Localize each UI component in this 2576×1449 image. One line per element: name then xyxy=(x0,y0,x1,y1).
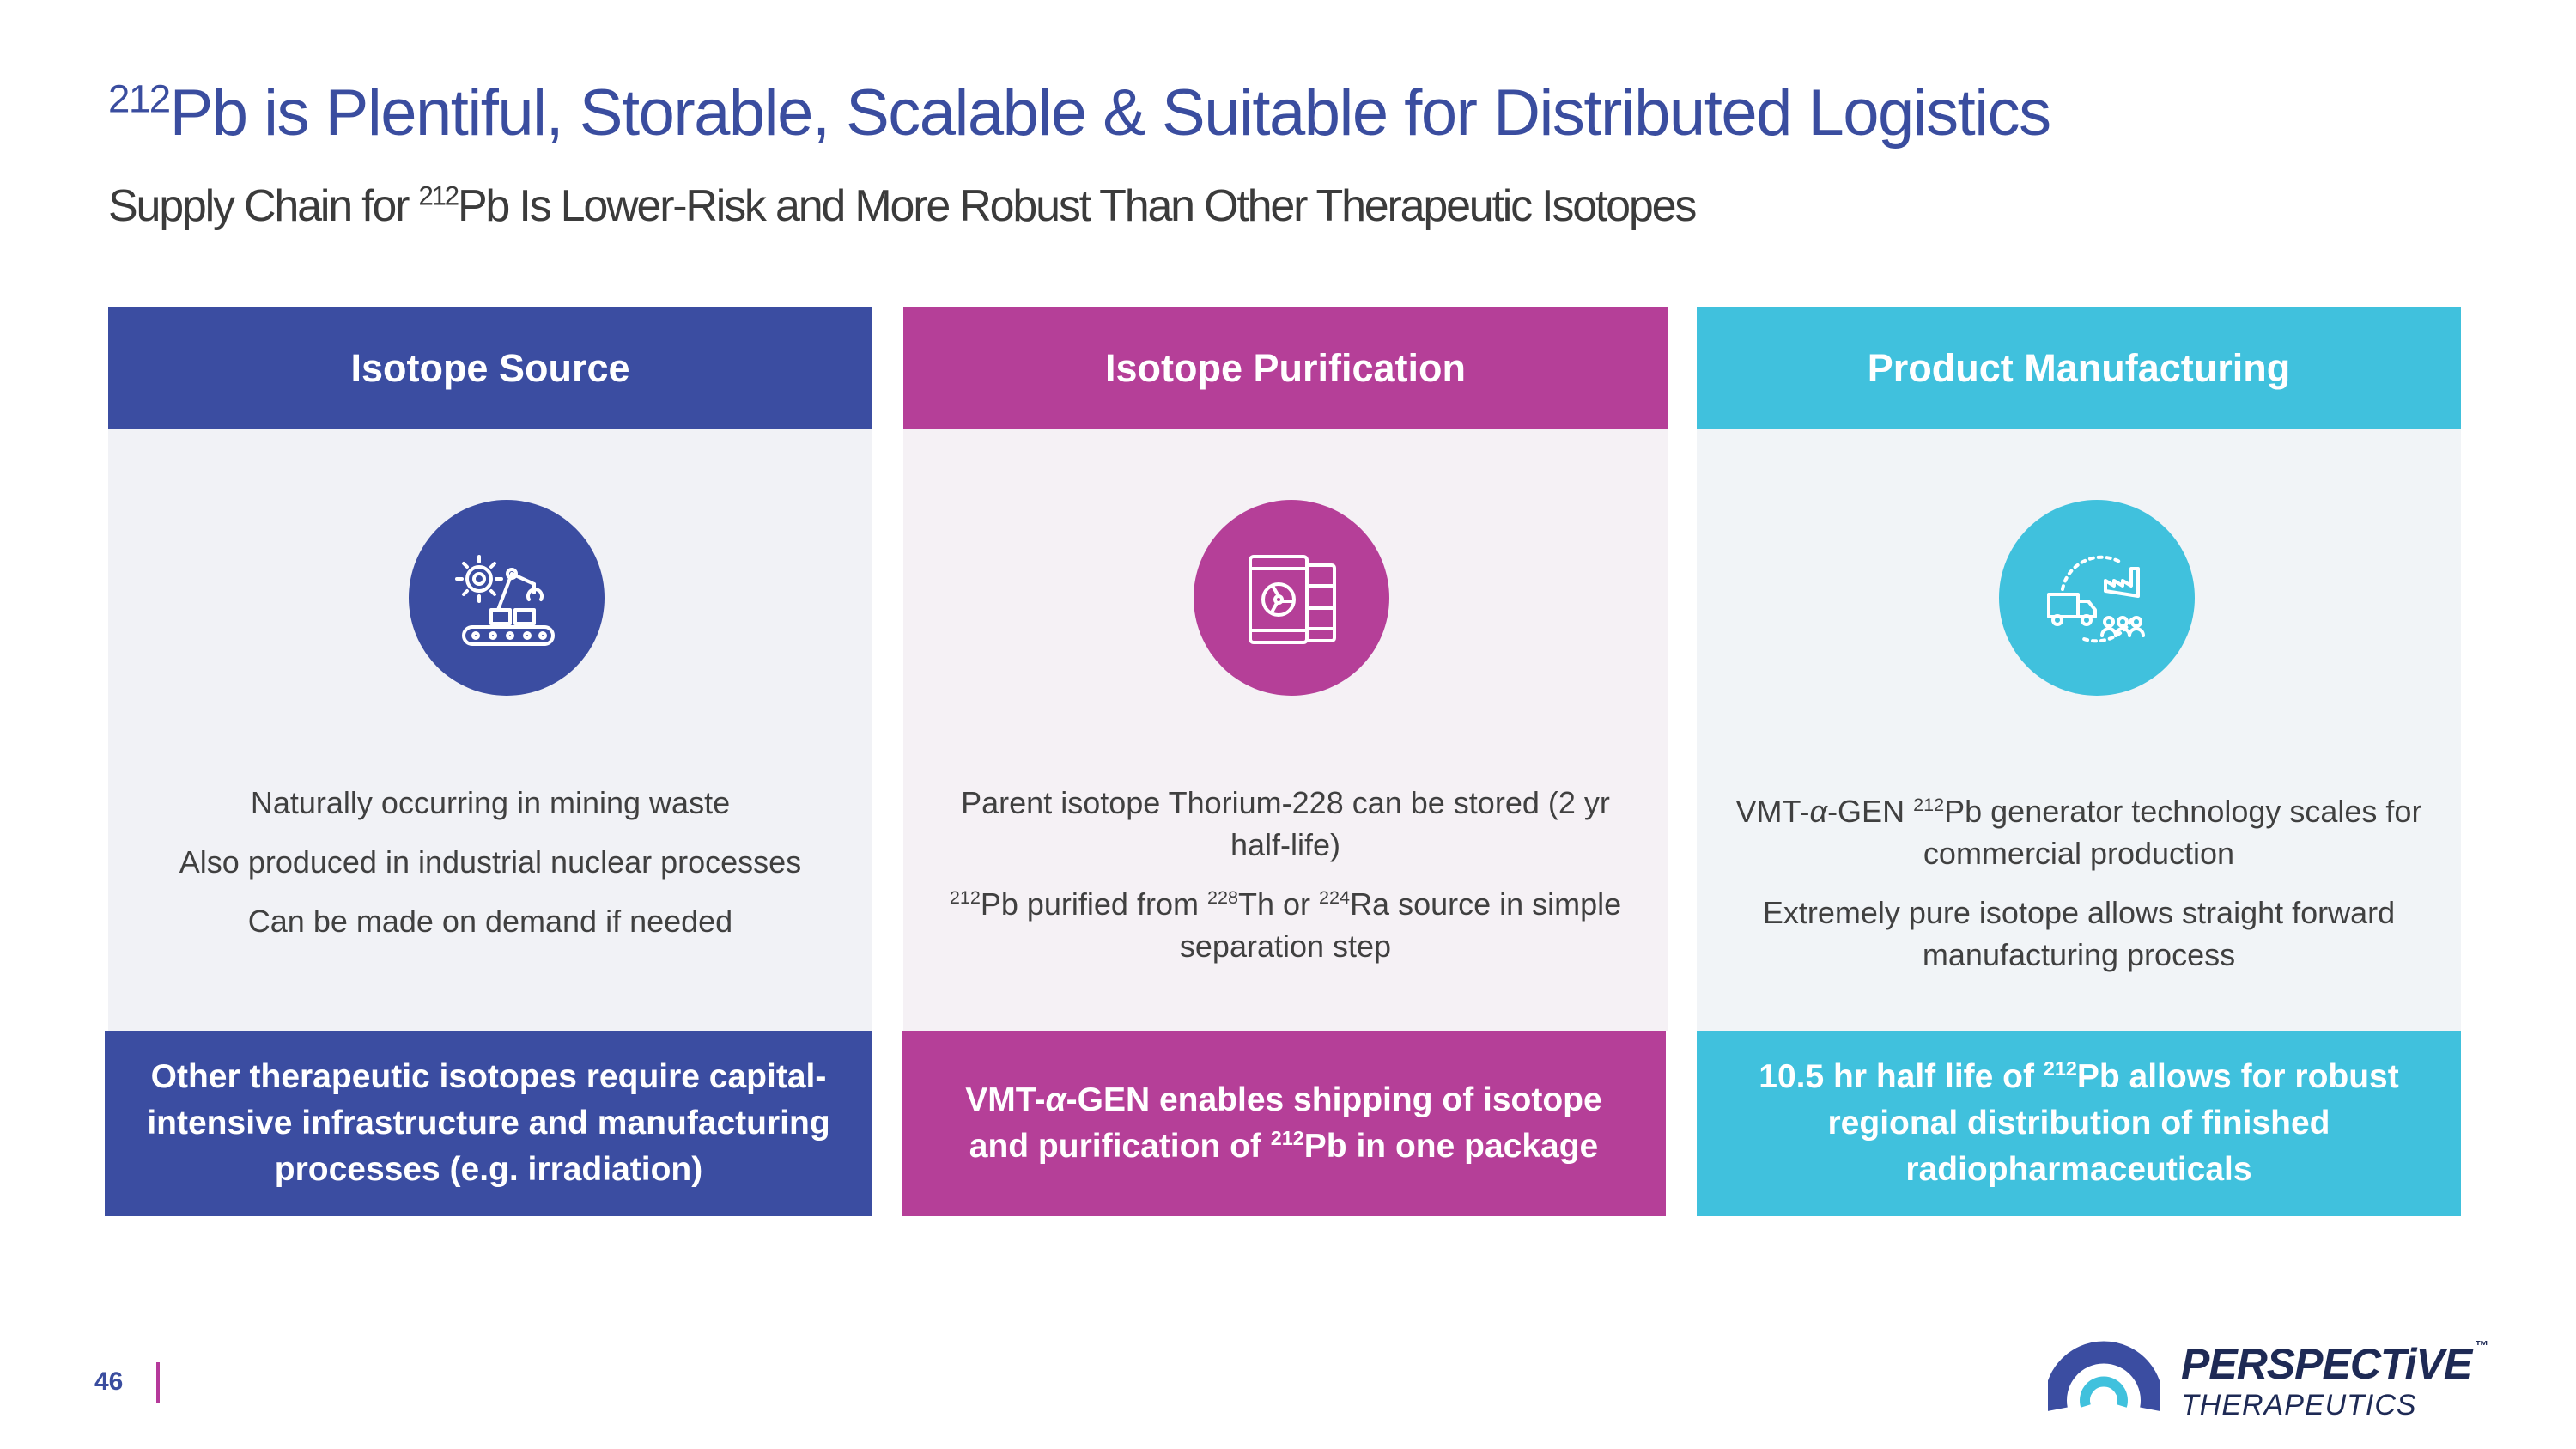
bullet-alpha: α xyxy=(1809,794,1828,829)
factory-truck-distribution-icon xyxy=(1999,500,2195,696)
page-number-divider xyxy=(156,1362,160,1403)
column-body: Parent isotope Thorium-228 can be stored… xyxy=(903,429,1668,1031)
footer-text-part: -GEN enables shipping of isotope and pur… xyxy=(969,1081,1602,1165)
column-footer-text: Other therapeutic isotopes require capit… xyxy=(147,1058,830,1188)
bullet-superscript: 224 xyxy=(1319,886,1351,908)
bullet-text: VMT- xyxy=(1735,794,1810,829)
bullet: Extremely pure isotope allows straight f… xyxy=(1762,895,2396,972)
subtitle-superscript: 212 xyxy=(418,180,460,211)
footer-alpha: α xyxy=(1045,1081,1066,1118)
logo-subtitle: THERAPEUTICS xyxy=(2181,1389,2417,1422)
page-title: 212Pb is Plentiful, Storable, Scalable &… xyxy=(108,76,2052,150)
logo-wordmark: PERSPECTiVE ™ xyxy=(2181,1339,2488,1389)
column-footer-text: VMT-α-GEN enables shipping of isotope an… xyxy=(932,1077,1636,1170)
bullet-list: Parent isotope Thorium-228 can be stored… xyxy=(929,782,1642,984)
bullet: 212Pb purified from 228Th or 224Ra sourc… xyxy=(929,883,1642,967)
column-body: Naturally occurring in mining waste Also… xyxy=(108,429,872,1031)
bullet-superscript: 228 xyxy=(1206,886,1238,908)
bullet-text: -GEN xyxy=(1827,794,1914,829)
column-header-label: Product Manufacturing xyxy=(1867,346,2291,390)
robot-arm-conveyor-icon xyxy=(409,500,605,696)
footer-text-part: Pb in one package xyxy=(1303,1128,1599,1165)
column-footer: 10.5 hr half life of 212Pb allows for ro… xyxy=(1697,1031,2461,1216)
footer-superscript: 212 xyxy=(2043,1057,2077,1080)
bullet-list: VMT-α-GEN 212Pb generator technology sca… xyxy=(1722,790,2435,993)
column-header: Product Manufacturing xyxy=(1697,307,2461,429)
column-footer: Other therapeutic isotopes require capit… xyxy=(105,1031,872,1216)
footer-text-part: 10.5 hr half life of xyxy=(1759,1058,2044,1095)
subtitle-post: Pb Is Lower-Risk and More Robust Than Ot… xyxy=(457,181,1697,231)
bullet-text: Ra source in simple separation step xyxy=(1179,886,1622,964)
footer-text-part: VMT- xyxy=(965,1081,1046,1118)
perspective-logo-icon xyxy=(2048,1341,2160,1411)
page-subtitle: Supply Chain for 212Pb Is Lower-Risk and… xyxy=(108,180,1697,232)
footer-text-part: Pb allows for robust regional distributi… xyxy=(1827,1058,2399,1188)
bullet-text: Pb generator technology scales for comme… xyxy=(1923,794,2422,871)
bullet: Also produced in industrial nuclear proc… xyxy=(179,844,802,880)
column-footer-text: 10.5 hr half life of 212Pb allows for ro… xyxy=(1727,1054,2431,1193)
bullet: Can be made on demand if needed xyxy=(247,904,733,939)
radioactive-barrel-icon xyxy=(1194,500,1389,696)
bullet: Naturally occurring in mining waste xyxy=(250,785,731,820)
footer-superscript: 212 xyxy=(1270,1127,1304,1149)
bullet-superscript: 212 xyxy=(949,886,981,908)
title-superscript: 212 xyxy=(108,76,171,121)
column-header-label: Isotope Source xyxy=(350,346,630,390)
logo-name: PERSPECTiVE xyxy=(2181,1340,2472,1388)
column-header: Isotope Source xyxy=(108,307,872,429)
column-header: Isotope Purification xyxy=(903,307,1668,429)
column-header-label: Isotope Purification xyxy=(1104,346,1467,390)
title-text: Pb is Plentiful, Storable, Scalable & Su… xyxy=(169,76,2052,149)
bullet-superscript: 212 xyxy=(1913,794,1945,815)
subtitle-pre: Supply Chain for xyxy=(108,181,419,231)
bullet-text: Th or xyxy=(1238,886,1320,922)
page-number: 46 xyxy=(94,1367,124,1396)
bullet-text: Pb purified from xyxy=(980,886,1207,922)
bullet: VMT-α-GEN 212Pb generator technology sca… xyxy=(1722,790,2435,874)
column-footer: VMT-α-GEN enables shipping of isotope an… xyxy=(902,1031,1666,1216)
bullet-list: Naturally occurring in mining waste Also… xyxy=(134,782,847,959)
column-body: VMT-α-GEN 212Pb generator technology sca… xyxy=(1697,429,2461,1031)
bullet: Parent isotope Thorium-228 can be stored… xyxy=(961,785,1610,862)
company-logo: PERSPECTiVE ™ THERAPEUTICS xyxy=(2048,1327,2512,1430)
logo-trademark: ™ xyxy=(2475,1339,2488,1354)
